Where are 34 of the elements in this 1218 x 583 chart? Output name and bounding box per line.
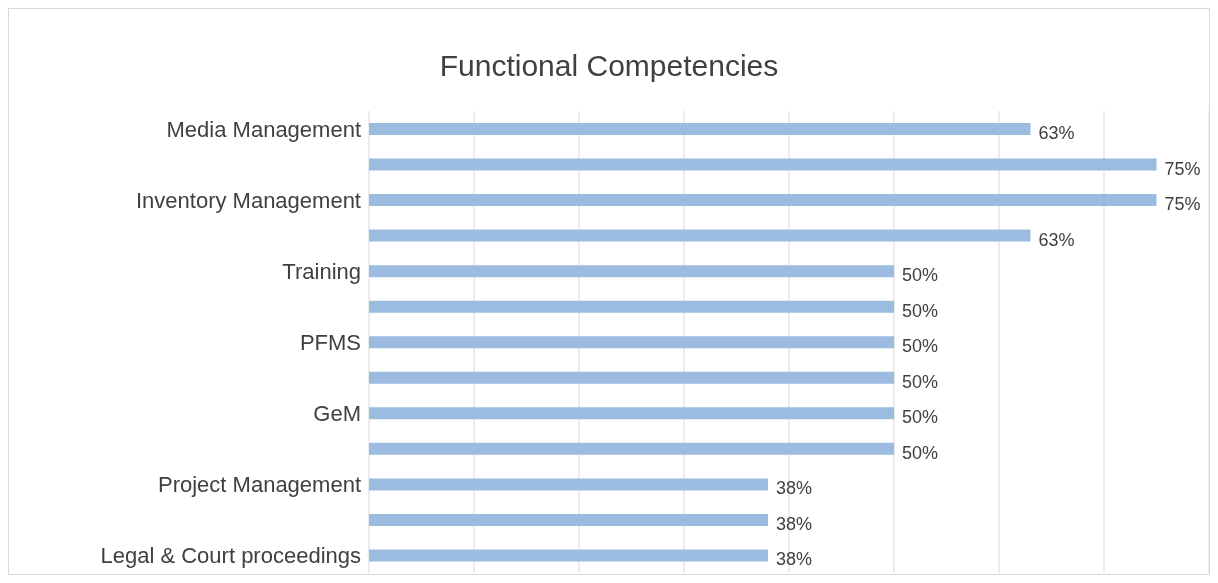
- bar: [369, 194, 1157, 207]
- y-tick-label: GeM: [313, 400, 361, 426]
- bar: [369, 513, 768, 526]
- data-label: 50%: [902, 407, 939, 428]
- y-tick-label: Legal & Court proceedings: [100, 543, 361, 569]
- data-label: 50%: [902, 265, 939, 286]
- bar: [369, 158, 1157, 171]
- data-label: 50%: [902, 371, 939, 392]
- data-label: 50%: [902, 442, 939, 463]
- y-tick-label: Inventory Management: [135, 187, 361, 213]
- data-label: 63%: [1038, 229, 1075, 250]
- data-label: 38%: [776, 549, 813, 570]
- bar: [369, 478, 768, 491]
- data-label: 38%: [776, 478, 813, 499]
- data-label: 75%: [1164, 158, 1201, 179]
- data-label: 38%: [776, 513, 813, 534]
- y-tick-label: Training: [282, 258, 361, 284]
- bar: [369, 123, 1031, 135]
- bar: [369, 300, 894, 313]
- bar: [369, 549, 768, 562]
- bar: [369, 442, 894, 455]
- chart-title: Functional Competencies: [438, 48, 780, 84]
- data-label: 50%: [902, 300, 939, 321]
- data-label: 50%: [902, 336, 939, 357]
- bar: [369, 229, 1031, 242]
- data-label: 75%: [1164, 194, 1201, 215]
- y-tick-label: Project Management: [158, 471, 361, 497]
- bar: [369, 371, 894, 384]
- y-tick-label: PFMS: [299, 329, 361, 355]
- bar: [369, 407, 894, 420]
- y-tick-label: Media Management: [166, 116, 361, 142]
- bar: [369, 265, 894, 278]
- data-label: 63%: [1038, 123, 1075, 143]
- bar: [369, 336, 894, 349]
